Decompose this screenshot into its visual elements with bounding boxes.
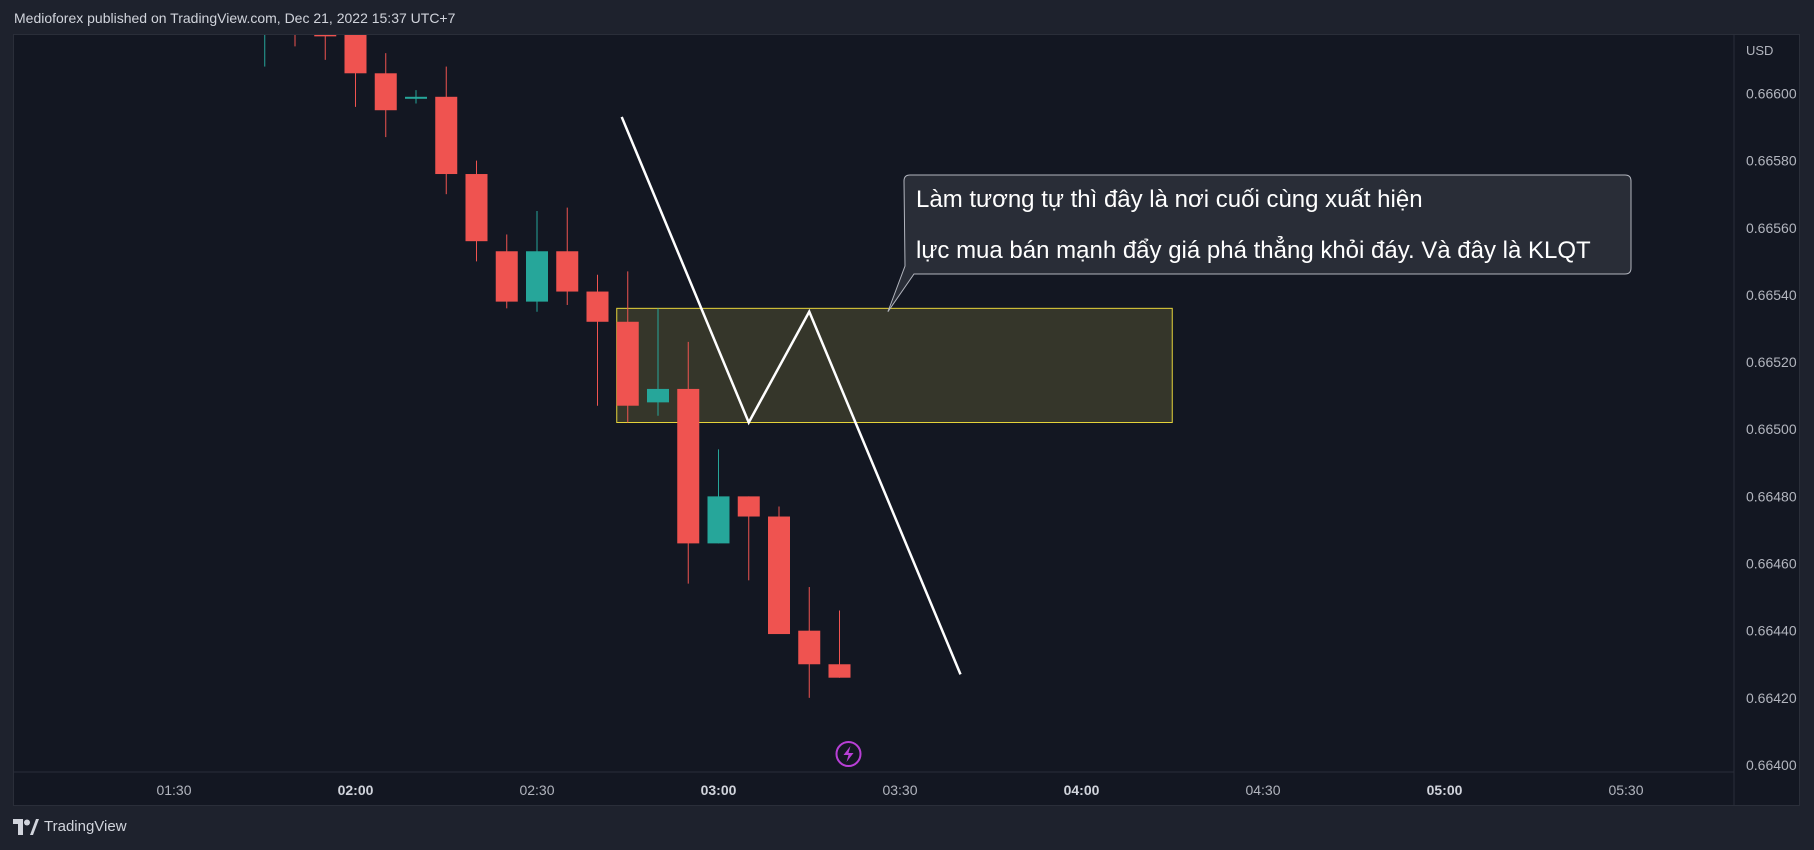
callout-line-2: lực mua bán mạnh đẩy giá phá thẳng khỏi …: [916, 235, 1591, 264]
time-tick-label: 04:00: [1064, 782, 1100, 798]
supply-demand-zone: [616, 307, 1173, 424]
tradingview-logo-icon: [13, 818, 39, 835]
price-tick-label: 0.66400: [1746, 757, 1797, 773]
time-tick-label: 05:00: [1427, 782, 1463, 798]
price-tick-label: 0.66480: [1746, 488, 1797, 504]
price-tick-label: 0.66500: [1746, 421, 1797, 437]
candle-body: [405, 96, 427, 99]
price-tick-label: 0.66540: [1746, 287, 1797, 303]
time-tick-label: 02:00: [338, 782, 374, 798]
candle-body: [647, 388, 669, 403]
candle-body: [556, 251, 579, 292]
candles-layer: [264, 35, 851, 698]
price-tick-label: 0.66420: [1746, 690, 1797, 706]
candle-body: [344, 35, 367, 74]
drawing-layer: [620, 116, 962, 675]
candle-body: [707, 496, 730, 544]
footer-brand[interactable]: TradingView: [13, 818, 127, 835]
candlestick-chart[interactable]: USD 0.66400 0.66420 0.66440 0.66460 0.66480 0.…: [14, 35, 1800, 806]
candle-body: [374, 73, 397, 111]
zone-layer: [616, 307, 1173, 424]
time-tick-label: 03:30: [882, 782, 917, 798]
drawing-polyline: [620, 116, 962, 675]
time-tick-label: 03:00: [701, 782, 737, 798]
event-marker-layer: [835, 741, 862, 767]
price-tick-label: 0.66580: [1746, 153, 1797, 169]
time-tick-label: 05:30: [1608, 782, 1643, 798]
candle-body: [768, 516, 790, 635]
time-tick-label: 04:30: [1245, 782, 1280, 798]
callout-layer: Làm tương tự thì đây là nơi cuối cùng xu…: [887, 174, 1632, 312]
time-tick-label: 01:30: [156, 782, 191, 798]
candle-body: [435, 96, 458, 175]
candle-body: [828, 664, 851, 678]
candle-body: [314, 35, 337, 37]
chart-frame[interactable]: USD 0.66400 0.66420 0.66440 0.66460 0.66480 0.…: [13, 34, 1800, 806]
candle-body: [526, 251, 548, 302]
lightning-icon: [843, 746, 854, 762]
price-tick-label: 0.66560: [1746, 220, 1797, 236]
price-tick-label: 0.66600: [1746, 85, 1797, 101]
event-marker-circle: [835, 741, 862, 767]
candle-body: [677, 388, 700, 544]
candle-body: [798, 630, 821, 665]
candle-body: [495, 251, 518, 302]
price-tick-label: 0.66460: [1746, 556, 1797, 572]
callout-line-1: Làm tương tự thì đây là nơi cuối cùng xu…: [916, 186, 1423, 213]
candle-body: [737, 496, 760, 517]
publisher-info: Medioforex published on TradingView.com,…: [14, 10, 456, 26]
callout-box: [887, 174, 1632, 312]
currency-label: USD: [1746, 43, 1773, 58]
time-tick-label: 02:30: [519, 782, 554, 798]
candle-body: [616, 321, 639, 406]
price-tick-label: 0.66520: [1746, 354, 1797, 370]
candle-body: [586, 291, 609, 322]
price-tick-label: 0.66440: [1746, 623, 1797, 639]
footer-brand-label: TradingView: [44, 818, 127, 835]
candle-body: [465, 174, 488, 242]
